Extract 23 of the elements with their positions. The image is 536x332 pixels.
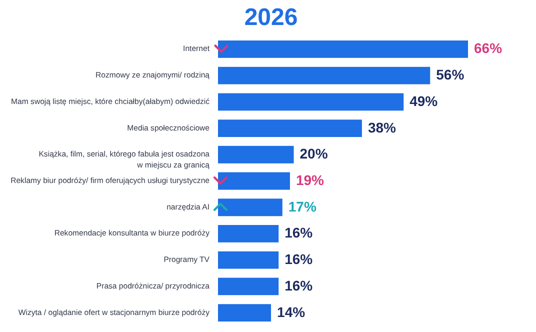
data-label: 56% xyxy=(436,66,465,83)
data-label: 66% xyxy=(474,40,503,56)
bar xyxy=(218,198,282,216)
bar xyxy=(218,120,362,137)
data-label: 16% xyxy=(284,277,314,294)
bar xyxy=(218,225,279,242)
bar xyxy=(218,93,404,111)
data-label: 17% xyxy=(288,198,317,214)
data-label: 14% xyxy=(277,304,306,320)
data-label: 38% xyxy=(368,119,397,136)
data-label: 19% xyxy=(296,172,325,188)
data-label: 49% xyxy=(410,92,438,109)
data-label: 16% xyxy=(284,251,314,268)
bar xyxy=(218,304,272,322)
bar xyxy=(218,278,279,296)
bar xyxy=(218,40,468,58)
data-label: 20% xyxy=(300,146,328,162)
chart-title: 2026 xyxy=(244,4,298,31)
data-label: 16% xyxy=(284,224,314,241)
bar xyxy=(218,146,294,164)
bar xyxy=(218,172,290,190)
bar xyxy=(218,251,279,269)
bar xyxy=(218,66,430,84)
